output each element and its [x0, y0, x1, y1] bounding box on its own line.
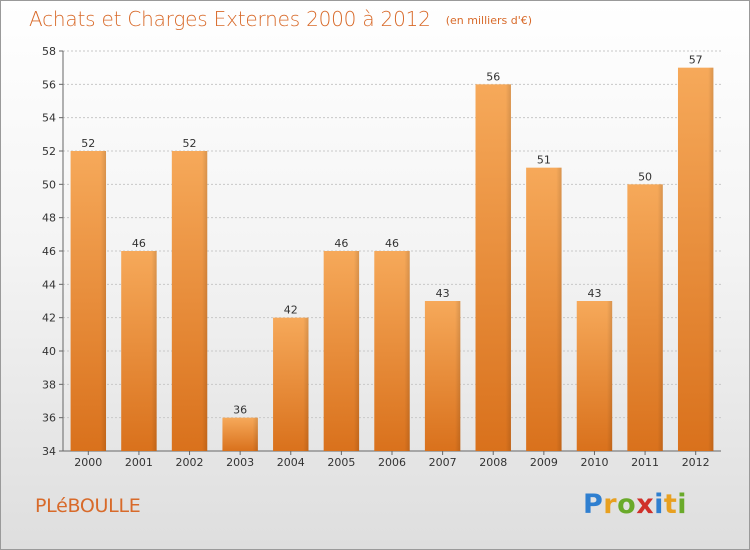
data-label: 43	[436, 287, 450, 300]
x-tick-label: 2009	[530, 456, 558, 469]
data-label: 51	[537, 154, 551, 167]
data-label: 36	[233, 404, 247, 417]
chart-title-text: Achats et Charges Externes 2000 à 2012	[29, 7, 431, 31]
x-tick-label: 2008	[479, 456, 507, 469]
labels: 34 36 38 40 42 44 46 48 50 52 54 56 58 52 2000 46 2001 52…	[42, 45, 710, 469]
y-tick-label: 52	[42, 145, 56, 158]
data-label: 42	[284, 304, 298, 317]
data-label: 56	[486, 70, 500, 83]
bar-shade	[70, 151, 107, 451]
x-tick-label: 2001	[125, 456, 153, 469]
logo-letter: o	[617, 489, 637, 520]
x-tick-label: 2006	[378, 456, 406, 469]
chart-unit: (en milliers d'€)	[445, 14, 533, 27]
y-tick-label: 46	[42, 245, 56, 258]
bar-shade	[475, 84, 511, 451]
bar-shade	[576, 301, 613, 451]
data-label: 46	[132, 237, 146, 250]
x-tick-label: 2003	[226, 456, 254, 469]
y-tick-label: 58	[42, 45, 56, 58]
bar-shade	[627, 184, 663, 452]
x-tick-label: 2002	[176, 456, 204, 469]
logo-letter: x	[636, 489, 655, 520]
x-tick-label: 2012	[682, 456, 710, 469]
x-tick-label: 2005	[327, 456, 355, 469]
data-label: 43	[587, 287, 601, 300]
bar-shade	[323, 251, 360, 451]
y-tick-label: 34	[42, 445, 56, 458]
x-tick-label: 2010	[580, 456, 608, 469]
chart-title: Achats et Charges Externes 2000 à 2012 (…	[29, 7, 532, 31]
x-tick-label: 2000	[74, 456, 102, 469]
y-tick-label: 44	[42, 278, 56, 291]
x-tick-label: 2011	[631, 456, 659, 469]
y-tick-label: 56	[42, 78, 56, 91]
x-tick-label: 2007	[429, 456, 457, 469]
x-tick-label: 2004	[277, 456, 305, 469]
bar-shade	[273, 317, 309, 451]
proxiti-logo[interactable]: Proxiti	[583, 489, 687, 520]
y-tick-label: 50	[42, 178, 56, 191]
data-label: 46	[334, 237, 348, 250]
y-tick-label: 54	[42, 112, 56, 125]
place-name: PLéBOULLE	[35, 495, 141, 517]
data-label: 50	[638, 170, 652, 183]
logo-letter: r	[603, 489, 618, 520]
y-tick-label: 42	[42, 312, 56, 325]
data-label: 52	[183, 137, 197, 150]
bar-shade	[424, 301, 461, 451]
logo-letter: t	[663, 489, 678, 520]
bar-shade	[526, 167, 562, 451]
logo-letter: i	[654, 489, 664, 520]
y-tick-label: 40	[42, 345, 56, 358]
data-label: 52	[81, 137, 95, 150]
bar-shade	[121, 251, 157, 451]
bar-shade	[677, 67, 714, 452]
y-tick-label: 36	[42, 412, 56, 425]
logo-letter: P	[583, 489, 604, 520]
data-label: 57	[689, 54, 703, 67]
bar-shade	[374, 251, 410, 451]
y-tick-label: 38	[42, 378, 56, 391]
bars	[70, 67, 714, 452]
bar-shade	[171, 151, 208, 451]
y-tick-label: 48	[42, 212, 56, 225]
bar-shade	[222, 417, 258, 451]
data-label: 46	[385, 237, 399, 250]
logo-letter: i	[677, 489, 688, 520]
